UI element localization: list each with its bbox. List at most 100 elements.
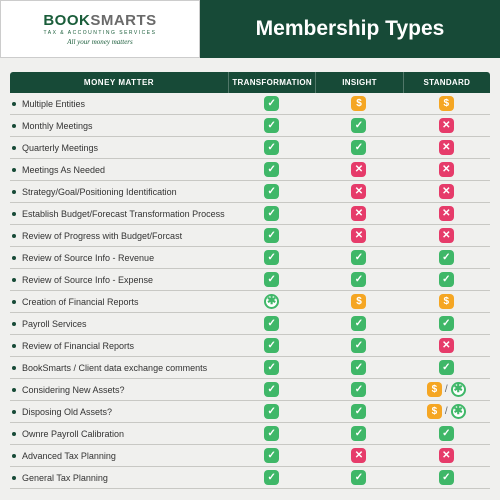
feature-label: Review of Progress with Budget/Forcast bbox=[22, 231, 182, 241]
table-row: Ownre Payroll Calibration✓✓✓ bbox=[10, 423, 490, 445]
x-icon: ✕ bbox=[351, 206, 366, 221]
check-icon: ✓ bbox=[439, 426, 454, 441]
table-row: Review of Source Info - Revenue ✓ ✓ ✓ bbox=[10, 247, 490, 269]
tier-cell-insight: ✓ bbox=[315, 250, 402, 265]
x-icon: ✕ bbox=[351, 448, 366, 463]
feature-cell: Advanced Tax Planning bbox=[10, 451, 228, 461]
x-icon: ✕ bbox=[439, 448, 454, 463]
feature-label: Payroll Services bbox=[22, 319, 87, 329]
tier-cell-insight: ✕ bbox=[315, 228, 402, 243]
tier-cell-standard: ✓ bbox=[403, 360, 490, 375]
tier-cell-transformation: ✓ bbox=[228, 228, 315, 243]
table-row: BookSmarts / Client data exchange commen… bbox=[10, 357, 490, 379]
bullet-icon bbox=[12, 454, 16, 458]
star-icon: ✱ bbox=[264, 294, 279, 309]
feature-label: Disposing Old Assets? bbox=[22, 407, 112, 417]
tier-cell-transformation: ✓ bbox=[228, 470, 315, 485]
check-icon: ✓ bbox=[351, 272, 366, 287]
x-icon: ✕ bbox=[439, 118, 454, 133]
tier-cell-transformation: ✓ bbox=[228, 360, 315, 375]
tier-cell-transformation: ✓ bbox=[228, 404, 315, 419]
logo-tagline: All your money matters bbox=[67, 38, 133, 46]
logo-subtitle: TAX & ACCOUNTING SERVICES bbox=[44, 30, 157, 36]
check-icon: ✓ bbox=[351, 360, 366, 375]
feature-label: Considering New Assets? bbox=[22, 385, 125, 395]
check-icon: ✓ bbox=[351, 470, 366, 485]
bullet-icon bbox=[12, 322, 16, 326]
feature-label: Review of Financial Reports bbox=[22, 341, 134, 351]
x-icon: ✕ bbox=[439, 162, 454, 177]
tier-cell-insight: ✓ bbox=[315, 316, 402, 331]
tier-cell-standard: ✕ bbox=[403, 448, 490, 463]
table-row: Quarterly Meetings ✓ ✓ ✕ bbox=[10, 137, 490, 159]
tier-cell-transformation: ✓ bbox=[228, 162, 315, 177]
feature-cell: Meetings As Needed bbox=[10, 165, 228, 175]
feature-cell: Review of Progress with Budget/Forcast bbox=[10, 231, 228, 241]
feature-cell: Disposing Old Assets? bbox=[10, 407, 228, 417]
feature-cell: Payroll Services bbox=[10, 319, 228, 329]
check-icon: ✓ bbox=[264, 162, 279, 177]
table-row: Review of Source Info - Expense✓✓✓ bbox=[10, 269, 490, 291]
star-icon: ✱ bbox=[451, 382, 466, 397]
table-row: Review of Financial Reports✓✓✕ bbox=[10, 335, 490, 357]
tier-cell-standard: ✓ bbox=[403, 470, 490, 485]
feature-label: Quarterly Meetings bbox=[22, 143, 98, 153]
feature-cell: Ownre Payroll Calibration bbox=[10, 429, 228, 439]
tier-cell-transformation: ✓ bbox=[228, 272, 315, 287]
check-icon: ✓ bbox=[264, 96, 279, 111]
x-icon: ✕ bbox=[439, 140, 454, 155]
table-body: Multiple Entities✓$$Monthly Meetings✓✓✕Q… bbox=[10, 93, 490, 489]
bullet-icon bbox=[12, 146, 16, 150]
bullet-icon bbox=[12, 476, 16, 480]
check-icon: ✓ bbox=[351, 316, 366, 331]
tier-cell-standard: $/✱ bbox=[403, 404, 490, 419]
tier-cell-standard: ✓ bbox=[403, 250, 490, 265]
check-icon: ✓ bbox=[264, 250, 279, 265]
page: BOOKSMARTS TAX & ACCOUNTING SERVICES All… bbox=[0, 0, 500, 500]
tier-cell-insight: ✓ bbox=[315, 272, 402, 287]
feature-cell: Considering New Assets? bbox=[10, 385, 228, 395]
bullet-icon bbox=[12, 278, 16, 282]
table-header: MONEY MATTER TRANSFORMATION INSIGHT STAN… bbox=[10, 72, 490, 93]
tier-cell-standard: $/✱ bbox=[403, 382, 490, 397]
check-icon: ✓ bbox=[264, 118, 279, 133]
feature-label: Meetings As Needed bbox=[22, 165, 105, 175]
feature-label: BookSmarts / Client data exchange commen… bbox=[22, 363, 207, 373]
tier-cell-transformation: ✓ bbox=[228, 184, 315, 199]
check-icon: ✓ bbox=[351, 404, 366, 419]
check-icon: ✓ bbox=[264, 470, 279, 485]
check-icon: ✓ bbox=[351, 140, 366, 155]
logo-wordmark: BOOKSMARTS bbox=[43, 12, 156, 29]
table-row: Considering New Assets?✓✓$/✱ bbox=[10, 379, 490, 401]
x-icon: ✕ bbox=[439, 206, 454, 221]
table-row: Meetings As Needed✓✕✕ bbox=[10, 159, 490, 181]
tier-cell-insight: ✕ bbox=[315, 206, 402, 221]
check-icon: ✓ bbox=[439, 470, 454, 485]
check-icon: ✓ bbox=[351, 382, 366, 397]
check-icon: ✓ bbox=[264, 360, 279, 375]
check-icon: ✓ bbox=[439, 250, 454, 265]
feature-cell: Review of Source Info - Revenue bbox=[10, 253, 228, 263]
tier-cell-insight: ✕ bbox=[315, 184, 402, 199]
col-feature-header: MONEY MATTER bbox=[10, 72, 228, 93]
feature-cell: Strategy/Goal/Positioning Identification bbox=[10, 187, 228, 197]
dollar-icon: $ bbox=[439, 294, 454, 309]
tier-cell-transformation: ✓ bbox=[228, 448, 315, 463]
check-icon: ✓ bbox=[264, 426, 279, 441]
table-row: Disposing Old Assets? ✓ ✓ $/✱ bbox=[10, 401, 490, 423]
tier-cell-standard: ✕ bbox=[403, 338, 490, 353]
bullet-icon bbox=[12, 234, 16, 238]
bullet-icon bbox=[12, 190, 16, 194]
tier-cell-standard: ✕ bbox=[403, 118, 490, 133]
x-icon: ✕ bbox=[439, 228, 454, 243]
tier-cell-transformation: ✓ bbox=[228, 206, 315, 221]
x-icon: ✕ bbox=[351, 184, 366, 199]
tier-cell-transformation: ✓ bbox=[228, 118, 315, 133]
col-standard-header: STANDARD bbox=[403, 72, 490, 93]
tier-cell-insight: ✓ bbox=[315, 470, 402, 485]
dollar-icon: $ bbox=[439, 96, 454, 111]
table-row: Creation of Financial Reports✱$$ bbox=[10, 291, 490, 313]
bullet-icon bbox=[12, 366, 16, 370]
check-icon: ✓ bbox=[264, 140, 279, 155]
bullet-icon bbox=[12, 168, 16, 172]
